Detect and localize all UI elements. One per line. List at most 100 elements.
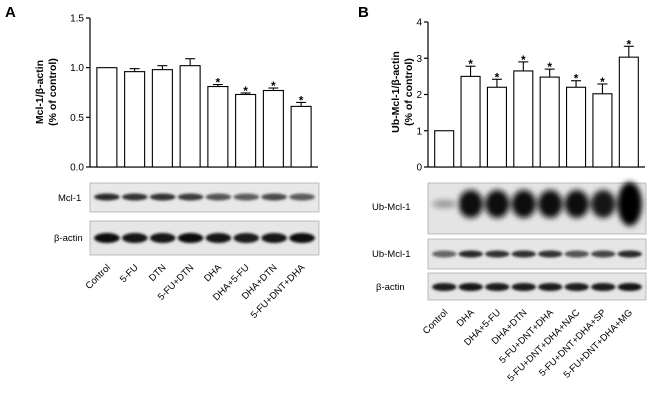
category-label: DHA xyxy=(455,307,477,329)
panel-b-letter: B xyxy=(358,4,369,21)
blot-band xyxy=(233,233,260,243)
blot-a-label-actin: β-actin xyxy=(54,233,83,244)
significance-star: * xyxy=(521,53,526,67)
blot-band xyxy=(205,233,232,243)
blot-band xyxy=(511,250,536,258)
blot-band xyxy=(458,190,483,218)
bar xyxy=(460,75,481,168)
significance-star: * xyxy=(271,79,276,93)
category-label: Control xyxy=(421,307,450,336)
significance-star: * xyxy=(626,37,631,51)
significance-star: * xyxy=(574,72,579,86)
significance-star: * xyxy=(216,76,221,90)
blot-band xyxy=(617,182,642,226)
chart-a-bars: * * * * xyxy=(96,58,312,168)
blot-band xyxy=(289,193,315,201)
blot-band xyxy=(432,283,457,291)
blot-band xyxy=(591,283,616,291)
bar xyxy=(290,105,312,168)
blot-band xyxy=(177,233,204,243)
significance-star: * xyxy=(468,57,473,71)
blot-band xyxy=(538,250,563,258)
blot-band xyxy=(149,233,176,243)
blot-band xyxy=(289,233,315,243)
blot-band xyxy=(564,283,589,291)
y-tick-label: 0.5 xyxy=(70,113,84,124)
significance-star: * xyxy=(243,84,248,98)
chart-b-bars: * * * * * * * xyxy=(434,37,639,168)
category-label: 5-FU xyxy=(118,262,141,285)
blot-band xyxy=(432,200,457,208)
blot-a-label-mcl1: Mcl-1 xyxy=(58,193,81,204)
blot-band xyxy=(511,190,536,218)
blot-band xyxy=(485,283,510,291)
blot-band xyxy=(617,283,642,291)
significance-star: * xyxy=(547,60,552,74)
blot-b-ub-bands-2 xyxy=(432,250,642,258)
blot-band xyxy=(538,190,563,218)
blot-band xyxy=(591,250,616,258)
blot-band xyxy=(121,193,148,201)
significance-star: * xyxy=(495,70,500,84)
chart-a-ylabel-line-1: Mcl-1/β-actin xyxy=(34,60,46,124)
y-tick-label: 4 xyxy=(416,18,422,29)
blot-band xyxy=(205,193,232,201)
chart-b-category-labels: Control DHADHA+5-FUDHA+DTN5-FU+DNT+DHA5-F… xyxy=(421,307,635,384)
y-tick-label: 0 xyxy=(416,163,422,174)
blot-b-actin-bands xyxy=(432,283,642,291)
bar xyxy=(592,93,613,168)
bar xyxy=(618,56,639,168)
blot-band xyxy=(261,193,288,201)
blot-band xyxy=(94,193,120,201)
blot-band xyxy=(458,283,483,291)
blot-band xyxy=(94,233,120,243)
y-tick-label: 1 xyxy=(416,126,422,137)
blot-b-label-ub1: Ub-Mcl-1 xyxy=(372,202,411,213)
panel-a-letter: A xyxy=(5,4,16,21)
blot-band xyxy=(538,283,563,291)
bar xyxy=(151,69,173,168)
blot-band xyxy=(432,250,457,258)
chart-a-ylabel-line-2: (% of control) xyxy=(47,58,59,126)
y-tick-label: 2 xyxy=(416,90,422,101)
blot-a-actin-bands xyxy=(94,233,315,243)
bar xyxy=(235,93,257,168)
blot-band xyxy=(149,193,176,201)
category-label: DHA xyxy=(202,262,224,284)
bar xyxy=(513,70,534,168)
significance-star: * xyxy=(299,93,304,107)
chart-a: Mcl-1/β-actin (% of control) 0.0 0.5 1.0 1.… xyxy=(34,14,318,174)
bar xyxy=(566,86,587,168)
bar xyxy=(486,86,507,168)
blot-band xyxy=(511,283,536,291)
blot-band xyxy=(591,190,616,218)
y-tick-label: 1.0 xyxy=(70,63,84,74)
bar xyxy=(539,76,560,168)
bar xyxy=(207,85,229,168)
y-tick-label: 0.0 xyxy=(70,163,84,174)
blot-a-mcl1-bands xyxy=(94,193,315,201)
western-blot-b: Ub-Mcl-1 Ub-Mcl-1 β-actin xyxy=(372,182,647,301)
blot-band xyxy=(617,250,642,258)
bar xyxy=(179,65,201,168)
blot-band xyxy=(564,250,589,258)
western-blot-a: Mcl-1 β-actin xyxy=(54,182,320,256)
y-tick-label: 1.5 xyxy=(70,14,84,25)
blot-b-label-actin: β-actin xyxy=(376,282,405,293)
blot-band xyxy=(485,190,510,218)
bar xyxy=(434,130,455,168)
chart-b-ylabel-line-2: (% of control) xyxy=(403,58,415,126)
y-tick-label: 3 xyxy=(416,54,422,65)
category-label: Control xyxy=(84,262,113,291)
blot-band xyxy=(121,233,148,243)
blot-band xyxy=(177,193,204,201)
category-label: DTN xyxy=(147,262,169,284)
blot-band xyxy=(458,250,483,258)
blot-band xyxy=(261,233,288,243)
bar xyxy=(262,89,284,168)
blot-band xyxy=(564,190,589,218)
blot-band xyxy=(233,193,260,201)
bar xyxy=(124,71,146,168)
